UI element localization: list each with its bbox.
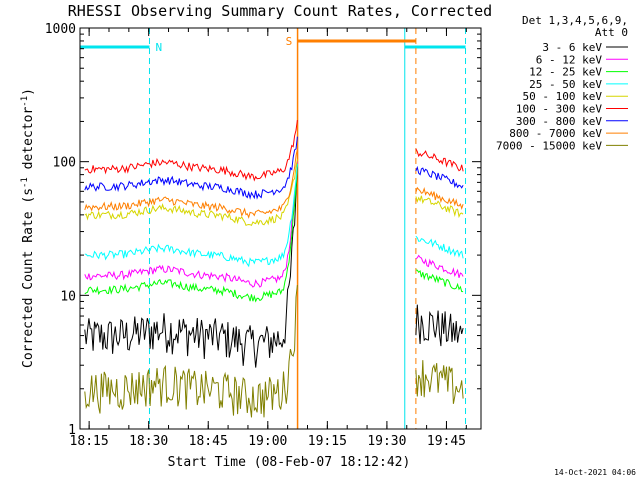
y-axis-label: Corrected Count Rate (s-1 detector-1) bbox=[20, 88, 36, 368]
series-line-0 bbox=[84, 166, 298, 368]
legend-entry-label: 7000 - 15000 keV bbox=[496, 139, 602, 152]
legend-entry-label: 25 - 50 keV bbox=[529, 78, 602, 91]
x-axis-label: Start Time (08-Feb-07 18:12:42) bbox=[168, 455, 411, 470]
series-line-7 bbox=[84, 149, 298, 219]
series-line-post-gap-2 bbox=[415, 269, 464, 293]
legend-entry-label: 800 - 7000 keV bbox=[509, 127, 602, 140]
legend-header-line-2: Att 0 bbox=[595, 26, 628, 39]
night-label: N bbox=[155, 41, 162, 54]
x-tick-label: 18:30 bbox=[129, 434, 168, 449]
series-line-post-gap-6 bbox=[415, 165, 464, 189]
series-line-8 bbox=[84, 285, 298, 418]
axes: 18:15 18:30 18:45 19:00 19:15 19:30 19:45 1 10 10… bbox=[45, 22, 481, 449]
x-tick-label: 18:15 bbox=[70, 434, 109, 449]
legend-entry-label: 300 - 800 keV bbox=[516, 115, 602, 128]
legend-entry-label: 12 - 25 keV bbox=[529, 66, 602, 79]
series-line-post-gap-5 bbox=[415, 148, 464, 172]
x-tick-label: 18:45 bbox=[189, 434, 228, 449]
series-line-post-gap-3 bbox=[415, 235, 464, 259]
saa-label: S bbox=[286, 35, 293, 48]
series-line-post-gap-7 bbox=[415, 186, 464, 211]
series-line-post-gap-0 bbox=[415, 304, 464, 347]
series-line-5 bbox=[84, 120, 298, 182]
footer-date: 14-Oct-2021 04:06 bbox=[554, 468, 636, 477]
plot-frame bbox=[79, 27, 482, 430]
series-line-4 bbox=[84, 159, 298, 226]
legend-entry-label: 100 - 300 keV bbox=[516, 103, 602, 116]
y-tick-label: 10 bbox=[60, 289, 76, 304]
y-tick-label: 100 bbox=[53, 156, 76, 171]
series-line-2 bbox=[84, 164, 298, 303]
series-line-post-gap-4 bbox=[415, 195, 464, 219]
legend-entry-label: 6 - 12 keV bbox=[536, 53, 603, 66]
x-tick-label: 19:15 bbox=[308, 434, 347, 449]
x-tick-label: 19:00 bbox=[248, 434, 287, 449]
series-line-post-gap-1 bbox=[415, 254, 464, 278]
series-line-1 bbox=[84, 160, 298, 288]
chart-title: RHESSI Observing Summary Count Rates, Co… bbox=[68, 2, 492, 20]
series-line-post-gap-8 bbox=[415, 360, 464, 404]
y-tick-label: 1000 bbox=[45, 22, 76, 37]
series-line-3 bbox=[84, 163, 298, 268]
legend-header-line-1: Det 1,3,4,5,6,9, bbox=[522, 14, 628, 27]
y-tick-label: 1 bbox=[68, 423, 76, 438]
x-tick-label: 19:30 bbox=[367, 434, 406, 449]
legend-entry-label: 3 - 6 keV bbox=[542, 41, 602, 54]
legend-entry-label: 50 - 100 keV bbox=[523, 90, 603, 103]
series-line-6 bbox=[84, 136, 298, 200]
x-tick-label: 19:45 bbox=[427, 434, 466, 449]
